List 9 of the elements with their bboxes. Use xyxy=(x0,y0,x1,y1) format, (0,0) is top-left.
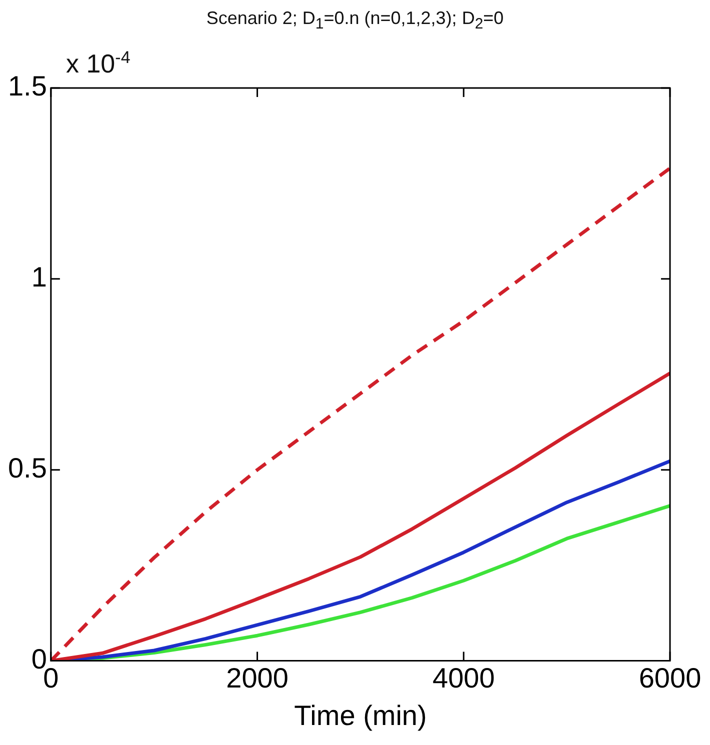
chart-title: Scenario 2; D$_{1}$=0.n (n=0,1,2,3); D$_{2}$=0 xyxy=(205,8,505,33)
x-tick-label: 4000 xyxy=(432,662,495,694)
y-tick-label: 1 xyxy=(31,262,47,293)
y-tick-label: 0.5 xyxy=(8,452,47,484)
x-axis-title: Time (min) xyxy=(294,700,427,731)
x-tick-label: 2000 xyxy=(226,662,288,694)
text: x 10$^{-4}$ xyxy=(66,48,130,80)
y-tick-label: 1.5 xyxy=(8,70,47,102)
x-tick-label: 6000 xyxy=(638,662,702,694)
